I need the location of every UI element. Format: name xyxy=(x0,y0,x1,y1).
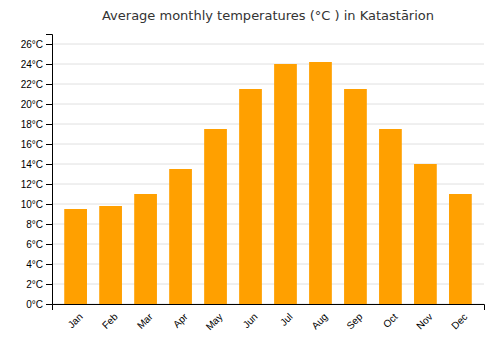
tick-mark xyxy=(46,284,52,285)
bar xyxy=(414,164,437,304)
bar xyxy=(309,62,332,304)
grid-line xyxy=(52,84,484,85)
tick-label: 0°C xyxy=(26,299,43,310)
tick-label: Jul xyxy=(278,311,295,328)
tick-label: Apr xyxy=(171,311,190,330)
tick-mark xyxy=(46,304,52,305)
tick: Sep xyxy=(344,311,365,332)
tick: Nov xyxy=(414,311,434,331)
tick: Jan xyxy=(66,311,85,330)
grid-line xyxy=(52,104,484,105)
tick: 14°C xyxy=(21,159,52,170)
tick-label: 10°C xyxy=(21,199,43,210)
tick: 20°C xyxy=(21,99,52,110)
y-axis: 0°C 2°C 4°C 6°C 8°C 10°C 12°C 14°C 16°C 18°C 20°C 2… xyxy=(21,35,53,310)
bar xyxy=(64,209,87,304)
tick-label: 6°C xyxy=(26,239,43,250)
grid-line xyxy=(52,144,484,145)
tick: Jun xyxy=(241,311,260,330)
tick: 22°C xyxy=(21,79,52,90)
tick-label: 14°C xyxy=(21,159,43,170)
tick-label: 4°C xyxy=(26,259,43,270)
tick-label: 22°C xyxy=(21,79,43,90)
tick-label: Jun xyxy=(241,311,260,330)
bar xyxy=(169,169,192,304)
tick: 6°C xyxy=(26,239,52,250)
bar xyxy=(344,89,367,304)
tick-mark xyxy=(46,144,52,145)
tick-mark xyxy=(46,104,52,105)
x-axis: Jan Feb Mar Apr May Jun Jul Aug Sep Oct Nov Dec xyxy=(53,305,485,333)
tick: 12°C xyxy=(21,179,52,190)
tick-label: Oct xyxy=(381,311,400,330)
tick-label: Mar xyxy=(135,311,155,331)
tick: Jul xyxy=(278,311,295,328)
grid-line xyxy=(52,124,484,125)
tick: Dec xyxy=(449,311,469,331)
tick: 8°C xyxy=(26,219,52,230)
tick-mark xyxy=(46,184,52,185)
tick: 16°C xyxy=(21,139,52,150)
tick-label: 24°C xyxy=(21,59,43,70)
tick-mark xyxy=(46,124,52,125)
tick-label: 2°C xyxy=(26,279,43,290)
grid-line xyxy=(52,44,484,45)
tick-label: 8°C xyxy=(26,219,43,230)
tick: Mar xyxy=(135,311,155,331)
bar xyxy=(134,194,157,304)
tick: 18°C xyxy=(21,119,52,130)
chart: 0°C 2°C 4°C 6°C 8°C 10°C 12°C 14°C 16°C 18°C 20°C 2… xyxy=(0,0,500,350)
title: Average monthly temperatures (°C ) in Ka… xyxy=(102,8,434,23)
tick-label: 26°C xyxy=(21,39,43,50)
bar xyxy=(204,129,227,304)
tick-label: Nov xyxy=(414,311,434,331)
tick-mark xyxy=(46,224,52,225)
tick-mark xyxy=(46,164,52,165)
tick-mark xyxy=(46,44,52,45)
plot-area xyxy=(64,62,472,304)
tick: Feb xyxy=(100,311,120,331)
tick: Aug xyxy=(309,311,329,331)
tick: Oct xyxy=(381,311,400,330)
axis-line xyxy=(46,35,53,305)
tick-mark xyxy=(46,204,52,205)
tick: 0°C xyxy=(26,299,52,310)
tick-label: 20°C xyxy=(21,99,43,110)
tick-label: May xyxy=(204,311,225,332)
tick: Apr xyxy=(171,311,190,330)
tick: 4°C xyxy=(26,259,52,270)
bar xyxy=(449,194,472,304)
bar xyxy=(239,89,262,304)
tick-label: Sep xyxy=(344,311,365,332)
tick: 26°C xyxy=(21,39,52,50)
tick: May xyxy=(204,311,225,332)
tick-label: 12°C xyxy=(21,179,43,190)
grid-line xyxy=(52,64,484,65)
bar xyxy=(274,64,297,304)
bar xyxy=(99,206,122,304)
tick: 24°C xyxy=(21,59,52,70)
tick-label: Jan xyxy=(66,311,85,330)
tick: 2°C xyxy=(26,279,52,290)
tick-label: 16°C xyxy=(21,139,43,150)
tick-mark xyxy=(46,244,52,245)
tick: 10°C xyxy=(21,199,52,210)
bar xyxy=(379,129,402,304)
grid xyxy=(52,44,484,304)
tick-mark xyxy=(46,264,52,265)
tick-mark xyxy=(46,64,52,65)
tick-label: Dec xyxy=(449,311,469,331)
tick-label: Feb xyxy=(100,311,120,331)
axis-line xyxy=(53,305,485,311)
tick-label: 18°C xyxy=(21,119,43,130)
tick-label: Aug xyxy=(309,311,329,331)
tick-mark xyxy=(46,84,52,85)
